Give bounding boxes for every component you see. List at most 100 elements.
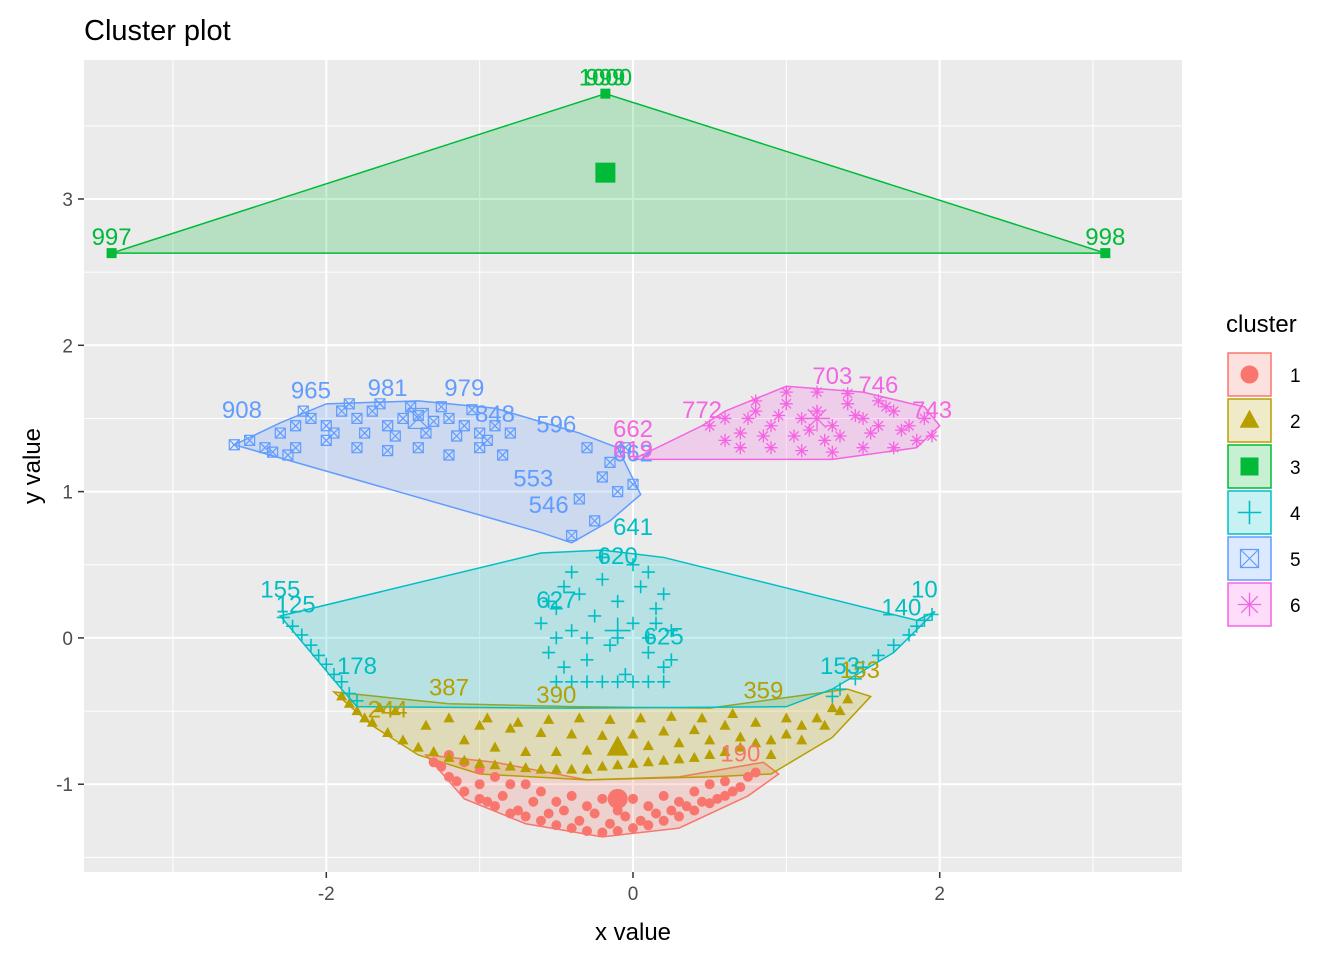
chart-title: Cluster plot bbox=[84, 15, 231, 47]
cluster-5-point bbox=[274, 427, 286, 439]
cluster-5-point-label: 848 bbox=[475, 401, 515, 428]
cluster-5-point bbox=[290, 420, 302, 432]
cluster-1-point bbox=[697, 796, 708, 807]
cluster-4-point bbox=[565, 675, 579, 689]
cluster-6-point bbox=[825, 445, 839, 459]
cluster-6-point bbox=[902, 419, 916, 433]
cluster-6-point bbox=[718, 411, 732, 425]
cluster-1-point bbox=[459, 786, 470, 797]
cluster-6-point bbox=[795, 411, 809, 425]
cluster-4-point bbox=[917, 613, 931, 627]
cluster-4-point bbox=[664, 653, 678, 667]
cluster-2-point bbox=[658, 725, 670, 736]
cluster-2-point bbox=[780, 728, 792, 739]
cluster-4-point-label: 627 bbox=[536, 587, 576, 614]
cluster-2-point-label: 387 bbox=[429, 675, 469, 702]
cluster-5-point bbox=[297, 405, 309, 417]
cluster-1-point bbox=[566, 790, 577, 801]
cluster-4-point bbox=[595, 572, 609, 586]
cluster-2-point bbox=[719, 746, 731, 757]
legend-key-5 bbox=[1227, 536, 1272, 581]
cluster-2-point bbox=[734, 741, 746, 752]
cluster-2-point bbox=[627, 728, 639, 739]
cluster-2-point bbox=[658, 754, 670, 765]
legend-symbol-4 bbox=[1237, 500, 1262, 525]
cluster-1-point bbox=[643, 801, 654, 812]
cluster-4-point bbox=[634, 580, 648, 594]
cluster-6-point bbox=[764, 441, 778, 455]
cluster-1-point bbox=[551, 820, 562, 831]
cluster-6-point bbox=[833, 429, 847, 443]
cluster-1-point bbox=[535, 786, 546, 797]
x-tick-label: -2 bbox=[318, 884, 335, 905]
cluster-2-point bbox=[397, 734, 409, 745]
cluster-1-point bbox=[520, 811, 531, 822]
cluster-4-point bbox=[657, 675, 671, 689]
cluster-2-point bbox=[811, 712, 823, 723]
cluster-3-point-label: 997 bbox=[92, 224, 132, 251]
legend-label-1: 1 bbox=[1290, 366, 1301, 387]
cluster-2-point bbox=[796, 734, 808, 745]
cluster-4-point bbox=[641, 565, 655, 579]
cluster-5-point-label: 596 bbox=[536, 411, 576, 438]
cluster-1-center bbox=[607, 788, 628, 809]
cluster-4-point bbox=[304, 638, 318, 652]
cluster-4-point-label: 641 bbox=[613, 514, 653, 541]
cluster-2-point bbox=[351, 705, 363, 716]
cluster-3-point-label: 1000 bbox=[579, 65, 632, 92]
cluster-5-point bbox=[244, 434, 256, 446]
cluster-4-point bbox=[342, 687, 356, 701]
cluster-4-point-label: 620 bbox=[598, 543, 638, 570]
cluster-2-point bbox=[489, 759, 501, 770]
cluster-4-point bbox=[825, 689, 839, 703]
cluster-4-point-label: 140 bbox=[881, 594, 921, 621]
x-tick-label: 0 bbox=[628, 884, 639, 905]
cluster-5-center bbox=[407, 407, 429, 430]
cluster-4-point bbox=[641, 631, 655, 645]
cluster-4-point bbox=[603, 638, 617, 652]
cluster-6-point-label: 619 bbox=[613, 436, 653, 463]
cluster-2-point bbox=[458, 754, 470, 765]
cluster-2-point bbox=[612, 759, 624, 770]
cluster-3-point bbox=[1100, 248, 1111, 259]
cluster-2-point-label: 244 bbox=[368, 697, 408, 724]
cluster-6-point bbox=[925, 429, 939, 443]
cluster-1-point bbox=[720, 790, 731, 801]
cluster-2-point bbox=[535, 763, 547, 774]
legend-label-4: 4 bbox=[1290, 504, 1301, 525]
cluster-2-point bbox=[704, 734, 716, 745]
cluster-4-point bbox=[534, 616, 548, 630]
cluster-2-point bbox=[581, 744, 593, 755]
cluster-1-point bbox=[612, 826, 623, 837]
cluster-5-point-label: 981 bbox=[368, 375, 408, 402]
legend-symbol-6 bbox=[1237, 592, 1262, 617]
cluster-1-point bbox=[558, 805, 569, 816]
cluster-6-point bbox=[864, 426, 878, 440]
cluster-1-point bbox=[505, 808, 516, 819]
cluster-1-point bbox=[643, 820, 654, 831]
legend-label-2: 2 bbox=[1290, 412, 1301, 433]
cluster-6-point bbox=[787, 429, 801, 443]
cluster-6-point bbox=[810, 385, 824, 399]
cluster-5-point bbox=[374, 398, 386, 410]
cluster-2-point bbox=[704, 748, 716, 759]
cluster-2-point bbox=[604, 713, 616, 724]
cluster-1-point bbox=[620, 811, 631, 822]
cluster-2-point bbox=[627, 757, 639, 768]
cluster-1-point bbox=[681, 801, 692, 812]
cluster-1-point bbox=[628, 823, 638, 834]
cluster-4-point bbox=[657, 587, 671, 601]
cluster-4-point bbox=[611, 675, 625, 689]
cluster-4-point bbox=[549, 675, 563, 689]
cluster-4-point bbox=[595, 550, 609, 564]
cluster-6-point bbox=[841, 397, 855, 411]
cluster-1-point bbox=[674, 796, 685, 807]
cluster-1-point bbox=[543, 808, 554, 819]
cluster-2-point bbox=[780, 712, 792, 723]
cluster-2-point bbox=[765, 734, 777, 745]
cluster-1-point bbox=[743, 771, 754, 782]
cluster-4-point bbox=[335, 675, 349, 689]
cluster-5-point bbox=[328, 427, 340, 439]
cluster-2-point bbox=[635, 712, 647, 723]
